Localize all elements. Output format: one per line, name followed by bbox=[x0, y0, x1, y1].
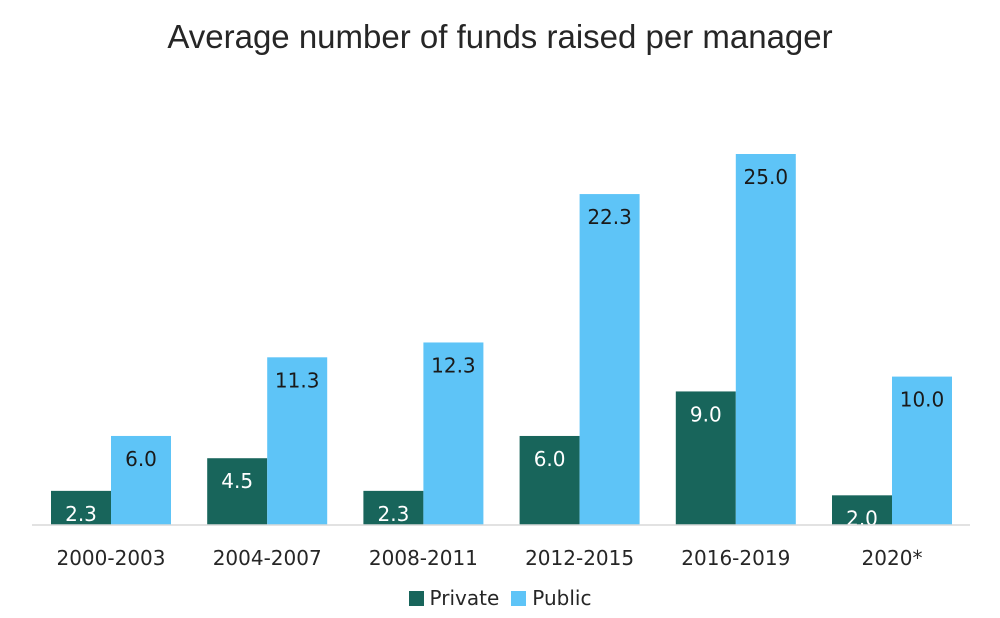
x-tick-label-2000-2003: 2000-2003 bbox=[56, 546, 165, 570]
x-tick-label-2016-2019: 2016-2019 bbox=[681, 546, 790, 570]
bar-private-2004-2007 bbox=[207, 458, 268, 525]
bar-public-2000-2003 bbox=[111, 435, 171, 525]
bar-private-2016-2019 bbox=[675, 391, 736, 525]
data-label-private-2004-2007: 4.5 bbox=[221, 469, 253, 493]
chart-title: Average number of funds raised per manag… bbox=[167, 18, 833, 55]
x-tick-label-2004-2007: 2004-2007 bbox=[213, 546, 322, 570]
legend: Private Public bbox=[0, 586, 1000, 610]
bar-private-2008-2011 bbox=[363, 490, 424, 525]
data-label-private-2008-2011: 2.3 bbox=[377, 502, 409, 526]
data-label-public-2016-2019: 25.0 bbox=[744, 165, 789, 189]
data-label-private-2012-2015: 6.0 bbox=[534, 447, 566, 471]
legend-label-private: Private bbox=[429, 586, 500, 610]
legend-swatch-private bbox=[408, 590, 424, 606]
legend-label-public: Public bbox=[532, 586, 592, 610]
data-label-public-2020: 10.0 bbox=[900, 388, 945, 412]
bars-group: 2.3 6.0 4.5 11.3 2.3 12.3 6.0 22.3 9.0 25.0 2.0 10.… bbox=[51, 154, 952, 530]
data-label-public-2004-2007: 11.3 bbox=[275, 368, 320, 392]
bar-public-2008-2011 bbox=[423, 342, 484, 525]
data-label-private-2020: 2.0 bbox=[846, 506, 878, 530]
bar-public-2004-2007 bbox=[267, 357, 328, 525]
bar-public-2016-2019 bbox=[735, 154, 796, 525]
x-tick-labels: 2000-2003 2004-2007 2008-2011 2012-2015 2016… bbox=[56, 546, 922, 570]
legend-swatch-public bbox=[511, 590, 527, 606]
data-label-public-2008-2011: 12.3 bbox=[431, 353, 476, 377]
legend-item-public: Public bbox=[511, 586, 591, 610]
x-tick-label-2008-2011: 2008-2011 bbox=[369, 546, 478, 570]
x-tick-label-2020: 2020* bbox=[862, 546, 923, 570]
bar-public-2020 bbox=[892, 376, 952, 525]
data-label-public-2000-2003: 6.0 bbox=[125, 447, 157, 471]
x-tick-label-2012-2015: 2012-2015 bbox=[525, 546, 634, 570]
bar-private-2020 bbox=[832, 495, 892, 525]
bar-public-2012-2015 bbox=[579, 194, 640, 525]
legend-item-private: Private bbox=[408, 586, 500, 610]
data-label-private-2016-2019: 9.0 bbox=[690, 402, 722, 426]
bar-private-2000-2003 bbox=[51, 490, 111, 525]
data-label-private-2000-2003: 2.3 bbox=[65, 502, 97, 526]
data-label-public-2012-2015: 22.3 bbox=[587, 205, 632, 229]
bar-private-2012-2015 bbox=[519, 435, 580, 525]
